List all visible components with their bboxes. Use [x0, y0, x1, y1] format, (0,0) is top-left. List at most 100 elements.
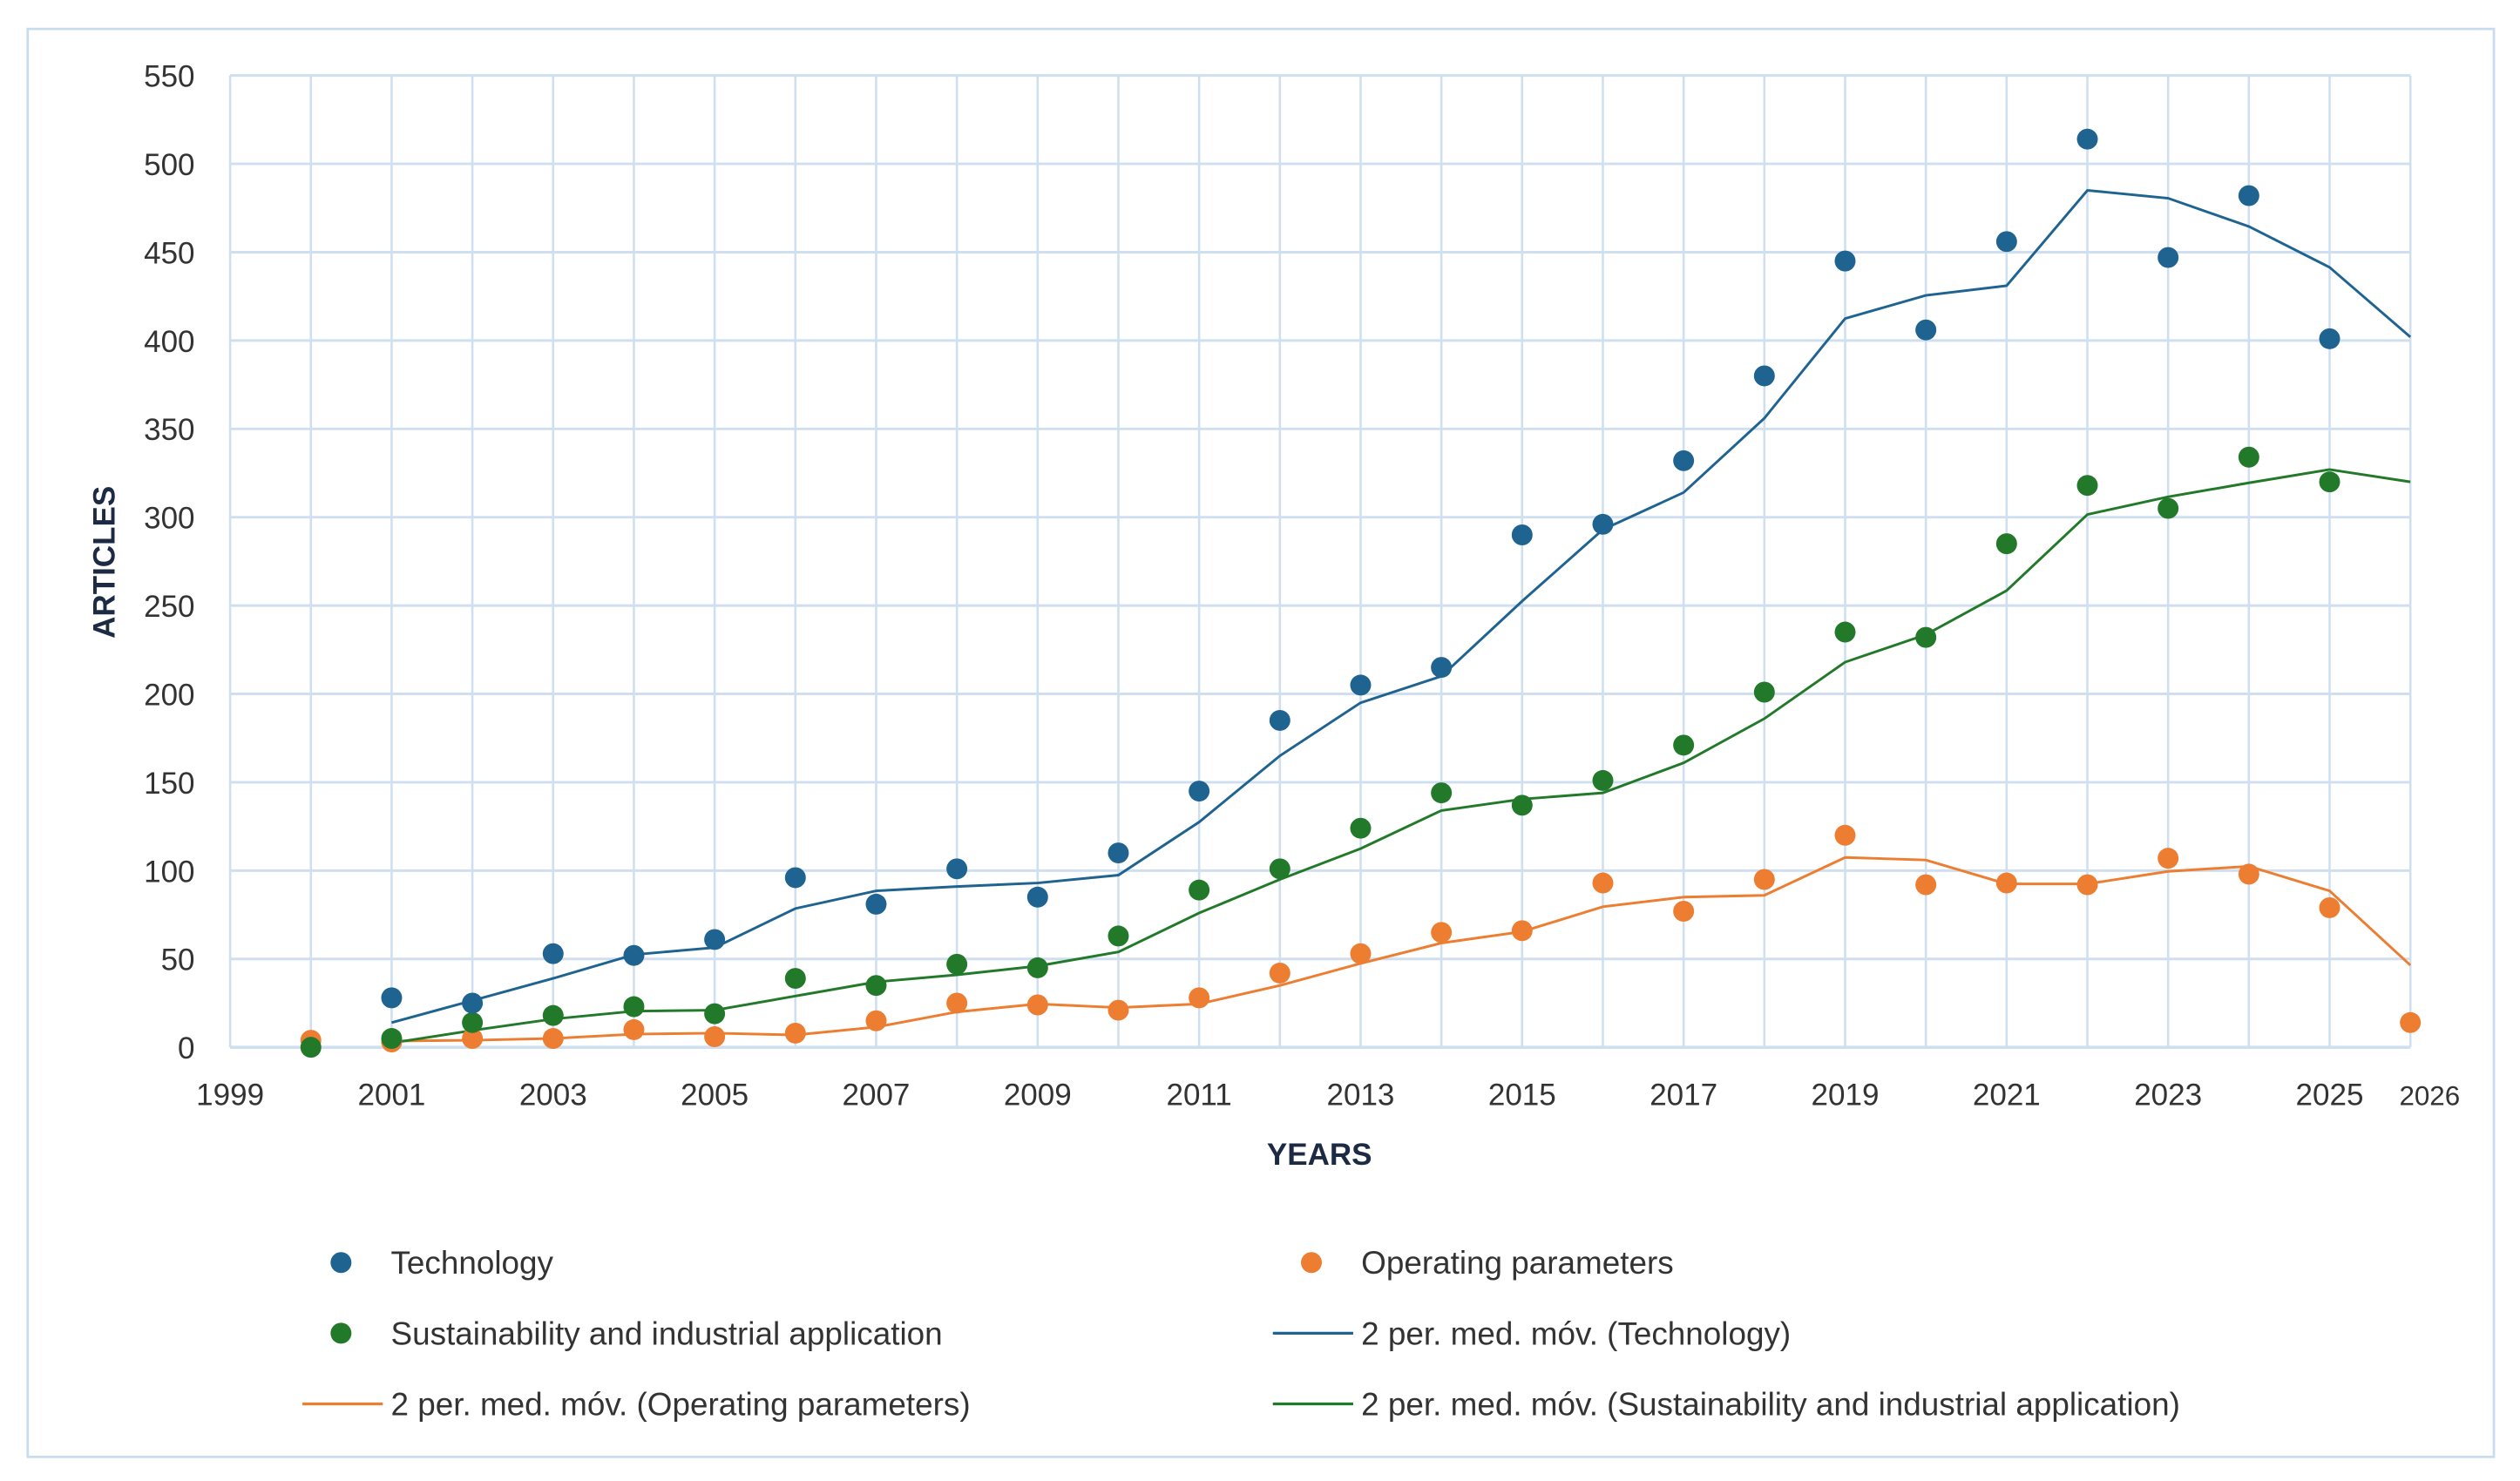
data-point — [2158, 848, 2179, 869]
data-point — [865, 975, 887, 997]
data-point — [300, 1037, 322, 1058]
x-tick-label: 2026 — [2399, 1081, 2460, 1112]
legend-label: 2 per. med. móv. (Technology) — [1361, 1315, 1791, 1351]
data-point — [1673, 450, 1695, 471]
data-point — [1511, 524, 1533, 545]
legend-label: Sustainability and industrial applicatio… — [390, 1315, 942, 1351]
data-point — [1592, 513, 1614, 535]
x-tick-label: 1999 — [196, 1079, 264, 1112]
data-point — [623, 1018, 645, 1040]
x-tick-label: 2021 — [1973, 1079, 2041, 1112]
data-point — [381, 987, 403, 1009]
data-point — [1269, 709, 1290, 731]
y-tick-label: 300 — [144, 502, 194, 536]
data-point — [2319, 896, 2340, 918]
x-axis-title: YEARS — [1267, 1138, 1372, 1172]
moving-average-line-4 — [391, 855, 2412, 1043]
x-tick-label: 2025 — [2296, 1079, 2364, 1112]
data-point — [1108, 842, 1129, 864]
data-point — [462, 992, 484, 1014]
data-point — [1834, 250, 1856, 272]
data-point — [1915, 626, 1937, 648]
data-point — [865, 893, 887, 915]
data-point — [946, 992, 968, 1014]
data-point — [1269, 963, 1290, 984]
y-tick-label: 250 — [144, 590, 194, 624]
data-point — [1026, 957, 1048, 978]
data-point — [2076, 475, 2098, 497]
y-tick-label: 150 — [144, 767, 194, 801]
data-point — [462, 1028, 484, 1050]
data-point — [2158, 247, 2179, 268]
data-point — [704, 929, 726, 950]
x-tick-label: 2023 — [2134, 1079, 2202, 1112]
data-point — [1834, 824, 1856, 846]
data-point — [1834, 621, 1856, 643]
data-point — [2076, 128, 2098, 150]
data-point — [1995, 872, 2017, 894]
x-tick-label: 2003 — [519, 1079, 587, 1112]
data-point — [1673, 901, 1695, 922]
data-point — [1431, 657, 1453, 679]
data-point — [1592, 769, 1614, 791]
data-point — [542, 1028, 564, 1050]
y-tick-label: 100 — [144, 855, 194, 889]
data-point — [2076, 874, 2098, 896]
data-point — [1753, 681, 1775, 703]
data-point — [1915, 874, 1937, 896]
data-point — [1189, 879, 1210, 901]
legend-label: Technology — [390, 1245, 553, 1281]
data-point — [1673, 734, 1695, 756]
data-point — [946, 858, 968, 880]
data-points — [300, 128, 2422, 1058]
y-tick-label: 350 — [144, 413, 194, 447]
data-point — [1350, 817, 1372, 839]
data-point — [1026, 886, 1048, 908]
y-tick-label: 50 — [161, 943, 195, 977]
data-point — [704, 1026, 726, 1047]
x-tick-label: 2017 — [1650, 1079, 1717, 1112]
y-tick-label: 0 — [178, 1031, 194, 1065]
moving-average-line-5 — [391, 468, 2411, 1045]
x-tick-label: 2005 — [681, 1079, 749, 1112]
axes: 0 50 100 150 200 250 300 350 400 450 500 550 1999 200… — [144, 60, 2460, 1112]
data-point — [1108, 925, 1129, 947]
x-tick-label: 2011 — [1166, 1079, 1231, 1112]
data-point — [1995, 231, 2017, 253]
data-point — [1592, 872, 1614, 894]
y-tick-label: 200 — [144, 678, 194, 712]
x-tick-label: 2015 — [1488, 1079, 1556, 1112]
legend-label: Operating parameters — [1361, 1245, 1674, 1281]
data-point — [2319, 471, 2340, 493]
data-point — [1189, 987, 1210, 1009]
x-tick-label: 2009 — [1004, 1079, 1072, 1112]
data-point — [784, 1022, 806, 1044]
legend-marker — [330, 1322, 352, 1344]
data-point — [542, 1004, 564, 1026]
data-point — [1753, 365, 1775, 387]
x-tick-label: 2001 — [357, 1079, 425, 1112]
data-point — [2238, 446, 2259, 468]
data-point — [1995, 533, 2017, 555]
legend-label: 2 per. med. móv. (Operating parameters) — [390, 1386, 970, 1422]
legend-marker — [330, 1252, 352, 1274]
y-axis-title: ARTICLES — [87, 486, 121, 639]
y-tick-label: 450 — [144, 236, 194, 270]
data-point — [704, 1003, 726, 1025]
chart-border — [26, 27, 2496, 1458]
data-point — [1511, 795, 1533, 816]
x-tick-label: 2019 — [1812, 1079, 1880, 1112]
data-point — [1350, 943, 1372, 964]
data-point — [2238, 863, 2259, 885]
data-point — [2319, 328, 2340, 349]
y-tick-label: 500 — [144, 148, 194, 182]
data-point — [1189, 781, 1210, 802]
data-point — [2400, 1011, 2422, 1033]
y-tick-label: 550 — [144, 60, 194, 94]
data-point — [1511, 920, 1533, 942]
data-point — [623, 996, 645, 1018]
data-point — [1431, 782, 1453, 804]
data-point — [1753, 869, 1775, 890]
data-point — [1350, 674, 1372, 696]
data-point — [784, 867, 806, 889]
